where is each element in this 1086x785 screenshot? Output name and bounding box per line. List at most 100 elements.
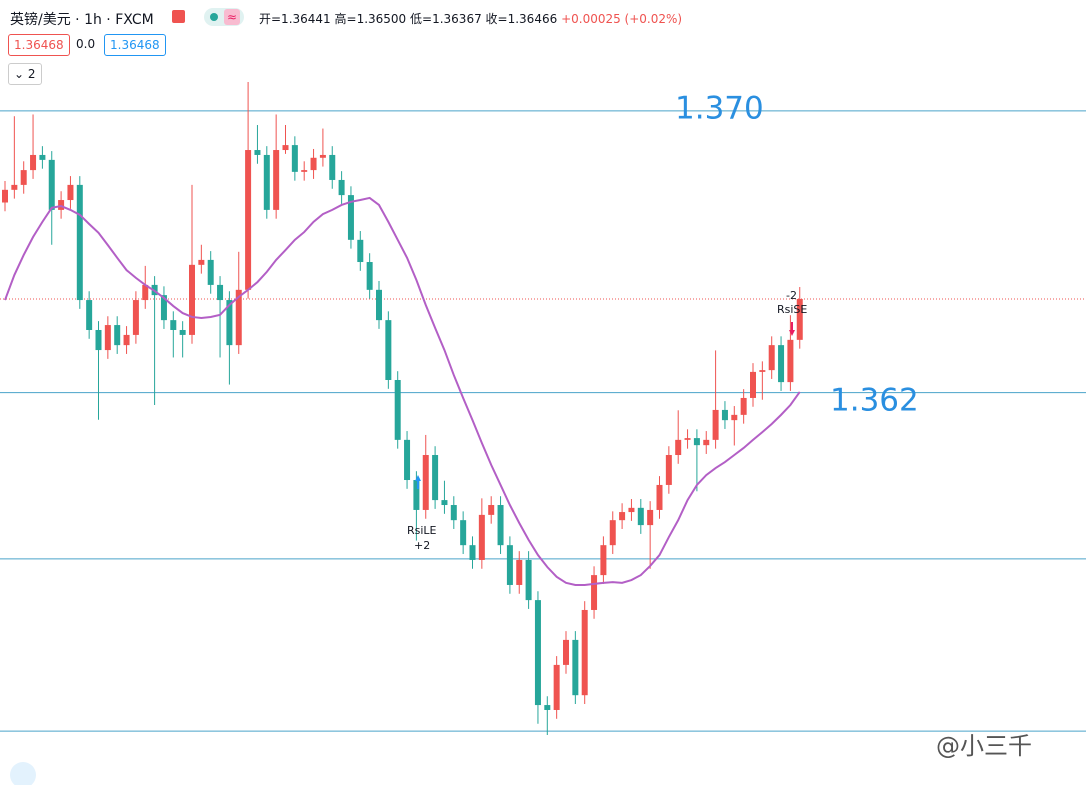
signal-qty: +2 — [414, 539, 430, 552]
candle-body — [534, 600, 541, 706]
candle-body — [48, 159, 55, 210]
ohlc-change: +0.00025 (+0.02%) — [561, 12, 683, 26]
candle-body — [385, 320, 392, 380]
candle-body — [170, 320, 177, 330]
candle-body — [189, 264, 195, 335]
candle-body — [347, 195, 354, 240]
candle-body — [478, 514, 485, 560]
candle-body — [58, 200, 65, 210]
candle-body — [544, 705, 551, 710]
ohlc-low: 低=1.36367 — [410, 12, 482, 26]
ohlc-close: 收=1.36466 — [485, 12, 558, 26]
watermark: @小三千 — [936, 732, 1032, 760]
candle-body — [235, 289, 242, 346]
candle-body — [628, 507, 635, 513]
candle-body — [114, 325, 121, 346]
candle-body — [254, 150, 261, 155]
candle-body — [469, 545, 476, 560]
candle-body — [319, 154, 326, 158]
candle-body — [86, 300, 93, 330]
flag-icon[interactable] — [172, 10, 185, 23]
candle-body — [95, 329, 102, 351]
candle-body — [740, 397, 747, 415]
signal-qty: -2 — [786, 289, 797, 302]
candle-body — [273, 150, 280, 210]
candle-body — [245, 150, 252, 290]
ma-line — [4, 196, 801, 586]
candle-body — [329, 154, 336, 180]
candle-body — [357, 239, 364, 263]
candle-body — [591, 575, 598, 610]
signal-name: RsiLE — [407, 524, 437, 537]
candle-body — [30, 154, 37, 171]
candle-body — [301, 170, 308, 172]
bid-box[interactable]: 1.36468 — [8, 34, 70, 56]
candle-body — [394, 379, 401, 440]
candle-body — [132, 300, 139, 335]
candle-body — [553, 664, 560, 710]
candle-body — [787, 339, 794, 383]
candle-body — [712, 409, 719, 440]
candle-body — [432, 455, 439, 501]
candle-body — [20, 170, 27, 185]
ohlc-row: 开=1.36441 高=1.36500 低=1.36367 收=1.36466 … — [259, 10, 682, 27]
candle-body — [226, 300, 233, 346]
candle-body — [67, 184, 74, 201]
candle-body — [217, 284, 224, 301]
candle-body — [506, 545, 513, 585]
candle-body — [123, 334, 130, 346]
long-arrow — [415, 475, 421, 489]
candle-body — [516, 559, 523, 585]
candle-body — [637, 507, 644, 526]
candle-body — [460, 520, 467, 546]
candle-body — [2, 189, 8, 203]
candle-body — [488, 505, 495, 515]
candle-body — [142, 284, 149, 301]
candle-body — [721, 409, 728, 421]
ask-box[interactable]: 1.36468 — [104, 34, 166, 56]
level-label: 1.370 — [675, 91, 764, 127]
candle-body — [778, 345, 785, 383]
candle-body — [366, 262, 373, 290]
candle-body — [179, 329, 186, 335]
candle-body — [76, 184, 83, 301]
candle-body — [750, 371, 756, 398]
candle-body — [11, 184, 18, 190]
indicator-count: 2 — [27, 67, 36, 81]
candle-body — [310, 157, 317, 171]
symbol-title[interactable]: 英镑/美元 · 1h · FXCM — [10, 12, 154, 28]
candle-body — [684, 438, 691, 440]
candle-body — [768, 345, 775, 371]
candle-body — [693, 438, 700, 446]
candle-body — [263, 154, 270, 210]
candle-body — [759, 370, 766, 372]
candle-body — [404, 439, 411, 481]
candle-body — [563, 639, 569, 665]
candle-body — [441, 500, 448, 506]
candle-body — [703, 439, 710, 446]
candle-body — [647, 509, 654, 526]
candle-body — [39, 154, 46, 160]
candle-body — [422, 455, 429, 510]
candle-body — [497, 505, 504, 546]
signal-name: RsiSE — [777, 303, 807, 316]
candle-body — [609, 520, 616, 546]
candle-body — [600, 545, 607, 576]
level-label: 1.362 — [830, 383, 919, 419]
indicator-toggle[interactable]: ⌄ 2 — [8, 63, 42, 85]
spread: 0.0 — [76, 37, 96, 51]
candle-body — [656, 484, 663, 510]
candle-body — [198, 259, 205, 265]
candle-body — [581, 609, 588, 696]
candle-body — [413, 480, 420, 510]
candle-body — [160, 295, 167, 321]
candle-body — [525, 559, 532, 601]
candle-body — [796, 298, 803, 340]
candle-body — [291, 145, 298, 172]
short-arrow — [789, 322, 795, 336]
candle-body — [104, 325, 111, 351]
status-pill[interactable]: ≈ — [204, 8, 244, 26]
logo[interactable] — [10, 762, 36, 785]
